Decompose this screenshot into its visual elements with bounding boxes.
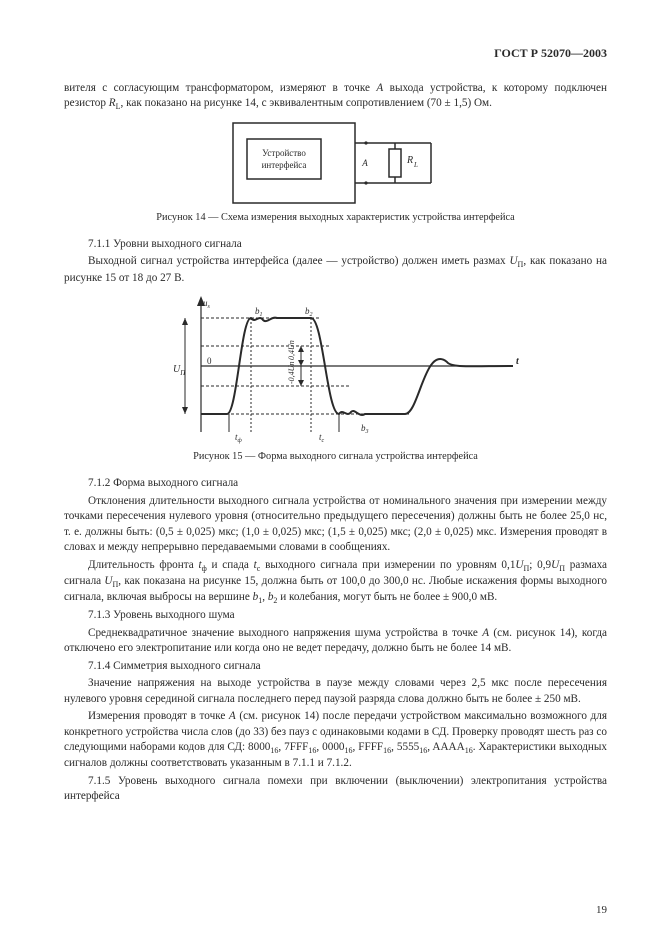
figure-15-caption: Рисунок 15 — Форма выходного сигнала уст…	[64, 450, 607, 464]
h3: 16	[345, 746, 353, 755]
s711-heading: 7.1.1 Уровни выходного сигнала	[64, 237, 607, 252]
s714-p1: Значение напряжения на выходе устройства…	[64, 676, 607, 707]
s714-heading: 7.1.4 Симметрия выходного сигнала	[64, 659, 607, 674]
fig15-us-sub: s	[207, 304, 210, 310]
svg-text:b1: b1	[255, 306, 263, 318]
s714-c: , 7FFF	[278, 741, 308, 753]
s712-p2: Длительность фронта tф и спада tс выходн…	[64, 558, 607, 607]
fig15-Usub: П	[179, 369, 186, 377]
s712-b1s: 1	[258, 596, 262, 605]
figure-14: Устройство интерфейса A R L	[64, 121, 607, 205]
figure-15-svg: UП 0 t us 0,4Uп -0,4Uп b1 b2 b3 tф tс	[151, 294, 521, 444]
doc-header: ГОСТ Р 52070—2003	[64, 46, 607, 61]
figure-15: UП 0 t us 0,4Uп -0,4Uп b1 b2 b3 tф tс	[64, 294, 607, 444]
s713-A: A	[482, 627, 489, 639]
s712-p1: Отклонения длительности выходного сигнал…	[64, 494, 607, 556]
s712-d: ; 0,9	[529, 559, 551, 571]
figure-14-caption: Рисунок 14 — Схема измерения выходных ха…	[64, 211, 607, 225]
svg-text:tф: tф	[235, 432, 243, 444]
fig15-tcs: с	[321, 438, 324, 444]
s714-a: Измерения проводят в точке	[88, 710, 229, 722]
fig15-neg-lvl: -0,4Uп	[287, 362, 296, 384]
fig15-zero: 0	[207, 356, 212, 366]
s713-a: Среднеквадратичное значение выходного на…	[88, 627, 482, 639]
s712-b: и спада	[207, 559, 254, 571]
s714-p2: Измерения проводят в точке A (см. рисуно…	[64, 709, 607, 772]
page-number: 19	[596, 904, 607, 916]
s713-body: Среднеквадратичное значение выходного на…	[64, 626, 607, 657]
fig15-b2s: 2	[309, 312, 312, 318]
s714-d: , 0000	[316, 741, 344, 753]
intro-paragraph: вителя с согласующим трансформатором, из…	[64, 81, 607, 113]
s711-body: Выходной сигнал устройства интерфейса (д…	[64, 254, 607, 286]
fig15-pos-lvl: 0,4Uп	[287, 340, 296, 360]
s711-a: Выходной сигнал устройства интерфейса (д…	[88, 255, 509, 267]
fig14-R: R	[406, 155, 413, 166]
fig15-b1s: 1	[259, 312, 262, 318]
s712-a: Длительность фронта	[88, 559, 199, 571]
fig14-box-line2: интерфейса	[261, 160, 306, 170]
s712-U1: U	[515, 559, 523, 571]
s714-f: , 5555	[391, 741, 419, 753]
s715-heading: 7.1.5 Уровень выходного сигнала помехи п…	[64, 774, 607, 805]
s713-heading: 7.1.3 Уровень выходного шума	[64, 608, 607, 623]
svg-text:tс: tс	[319, 432, 325, 444]
svg-text:UП: UП	[173, 364, 186, 377]
figure-14-svg: Устройство интерфейса A R L	[231, 121, 441, 205]
intro-text-a: вителя с согласующим трансформатором, из…	[64, 82, 376, 94]
s714-A: A	[229, 710, 236, 722]
s712-g: и колебания, могут быть не более ± 900,0…	[277, 591, 497, 603]
fig15-b3s: 3	[364, 429, 368, 435]
h6: 16	[465, 746, 473, 755]
fig15-tfs: ф	[237, 437, 242, 444]
svg-text:us: us	[203, 298, 211, 310]
s712-c: выходного сигнала при измерении по уровн…	[260, 559, 515, 571]
h4: 16	[383, 746, 391, 755]
page: ГОСТ Р 52070—2003 вителя с согласующим т…	[0, 0, 661, 936]
fig14-node-A: A	[361, 158, 368, 168]
svg-text:b3: b3	[361, 423, 369, 435]
fig14-Rsub: L	[413, 161, 418, 169]
s712-heading: 7.1.2 Форма выходного сигнала	[64, 476, 607, 491]
intro-text-c: , как показано на рисунке 14, с эквивале…	[121, 97, 492, 109]
fig14-box-line1: Устройство	[262, 148, 306, 158]
s711-U: U	[509, 255, 517, 267]
svg-text:b2: b2	[305, 306, 313, 318]
s712-U3: U	[104, 575, 112, 587]
s714-g: , AAAA	[427, 741, 464, 753]
s714-e: , FFFF	[353, 741, 384, 753]
fig15-t-axis: t	[516, 356, 520, 367]
RL-R: R	[109, 97, 116, 109]
